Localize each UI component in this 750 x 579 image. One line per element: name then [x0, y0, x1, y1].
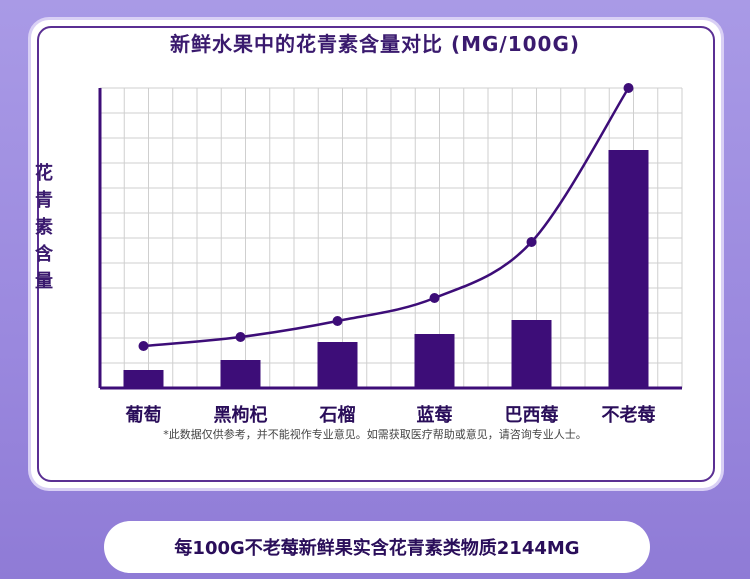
y-axis-label: 花青素含量 [32, 160, 56, 295]
bar-4 [414, 334, 455, 388]
bar-1 [123, 370, 164, 388]
card-border [37, 26, 715, 482]
trend-line [143, 87, 630, 348]
trend-point-2 [235, 332, 246, 342]
disclaimer-note: *此数据仅供参考，并不能视作专业意见。如需获取医疗帮助或意见，请咨询专业人士。 [163, 428, 587, 441]
y-axis-label-char: 量 [35, 271, 53, 292]
x-tick-label: 葡萄 [125, 404, 162, 426]
y-axis-label-char: 素 [35, 217, 53, 238]
x-tick-label: 蓝莓 [417, 404, 453, 426]
trend-point-1 [138, 341, 149, 351]
x-tick-label: 不老莓 [602, 404, 656, 426]
bar-3 [317, 342, 358, 388]
chart-title: 新鲜水果中的花青素含量对比 (MG/100G) [169, 32, 581, 56]
bar-5 [511, 320, 552, 388]
trend-point-3 [332, 316, 343, 326]
x-tick-label: 巴西莓 [505, 404, 559, 426]
bar-6 [608, 150, 649, 388]
bar-2 [220, 360, 261, 388]
y-axis-label-char: 含 [35, 244, 53, 265]
info-banner: 每100G不老莓新鲜果实含花青素类物质2144MG [104, 521, 650, 573]
trend-point-6 [623, 83, 634, 93]
x-tick-label: 黑枸杞 [214, 404, 268, 426]
trend-point-5 [526, 237, 537, 247]
chart-card [31, 20, 721, 488]
trend-point-4 [429, 293, 440, 303]
y-axis-label-char: 花 [35, 163, 53, 184]
x-tick-label: 石榴 [319, 404, 356, 426]
y-axis-label-char: 青 [35, 190, 53, 211]
